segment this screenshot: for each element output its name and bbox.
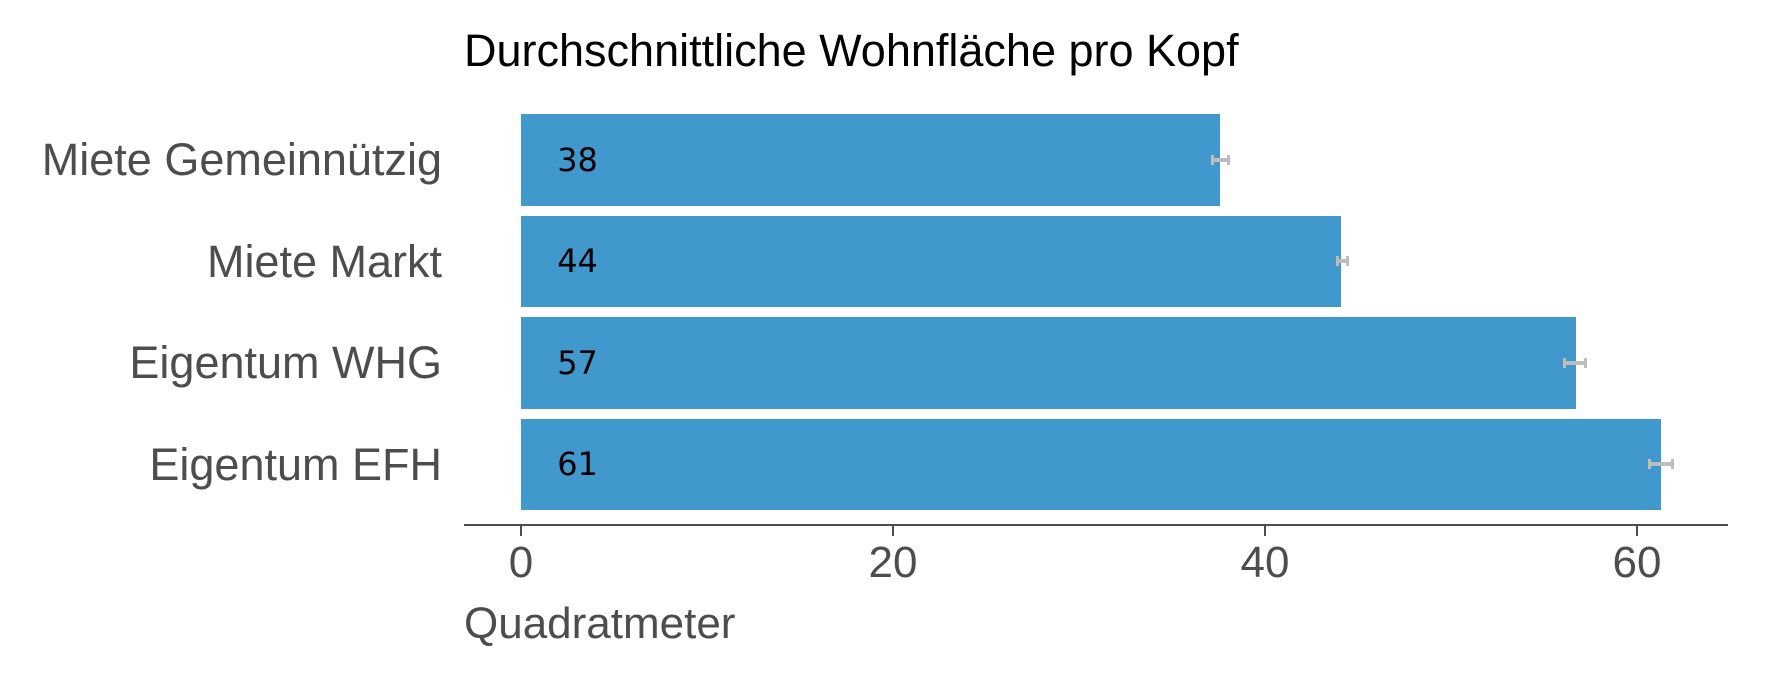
x-axis-tick xyxy=(520,525,522,536)
error-bar-cap xyxy=(1583,357,1587,368)
error-bar-cap xyxy=(1335,256,1339,267)
x-axis-tick xyxy=(892,525,894,536)
error-bar-cap xyxy=(1671,459,1675,470)
y-axis-label: Eigentum EFH xyxy=(149,438,442,490)
error-bar xyxy=(1211,154,1230,165)
error-bar xyxy=(1562,357,1587,368)
x-tick-label: 20 xyxy=(868,538,918,587)
error-bar-line xyxy=(1562,360,1587,365)
bar-value-label: 44 xyxy=(557,242,598,281)
error-bar-line xyxy=(1648,462,1675,467)
y-axis-label: Miete Markt xyxy=(206,235,442,287)
error-bar-cap xyxy=(1648,459,1652,470)
x-axis-title: Quadratmeter xyxy=(464,599,736,648)
bar xyxy=(521,418,1662,510)
bar-value-label: 57 xyxy=(557,343,598,382)
error-bar-cap xyxy=(1211,154,1215,165)
error-bar xyxy=(1648,459,1675,470)
x-tick-label: 40 xyxy=(1240,538,1290,587)
chart-title: Durchschnittliche Wohnfläche pro Kopf xyxy=(464,25,1239,76)
x-axis-tick xyxy=(1264,525,1266,536)
error-bar-cap xyxy=(1226,154,1230,165)
error-bar-line xyxy=(1211,157,1230,162)
bar xyxy=(521,215,1342,307)
error-bar-cap xyxy=(1345,256,1349,267)
error-bar-line xyxy=(1335,259,1349,264)
bar-value-label: 61 xyxy=(557,445,598,484)
bar-value-label: 38 xyxy=(557,140,598,179)
x-axis-line xyxy=(464,524,1729,526)
error-bar xyxy=(1335,256,1349,267)
x-axis-tick xyxy=(1636,525,1638,536)
y-axis-label: Eigentum WHG xyxy=(129,337,442,389)
x-tick-label: 60 xyxy=(1612,538,1662,587)
bar xyxy=(521,114,1221,206)
y-axis-label: Miete Gemeinnützig xyxy=(41,134,442,186)
x-tick-label: 0 xyxy=(508,538,534,587)
bar xyxy=(521,317,1576,409)
error-bar-cap xyxy=(1562,357,1566,368)
